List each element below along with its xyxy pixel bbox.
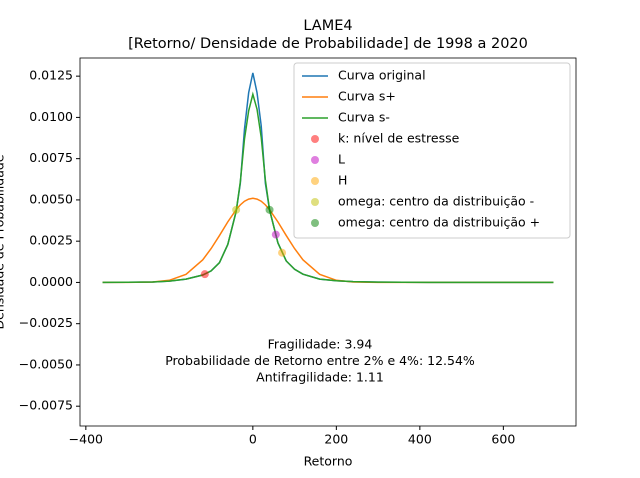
scatter-point	[265, 205, 274, 214]
annotation: Probabilidade de Retorno entre 2% e 4%: …	[165, 353, 475, 368]
legend-label: k: nível de estresse	[338, 131, 460, 146]
y-tick-label: 0.0100	[29, 109, 73, 124]
y-tick-label: −0.0075	[19, 398, 73, 413]
legend-marker	[311, 177, 319, 185]
x-tick-label: 0	[249, 432, 257, 447]
legend-marker	[311, 219, 319, 227]
legend-label: L	[338, 152, 345, 167]
annotation: Fragilidade: 3.94	[268, 337, 373, 352]
x-tick-label: 200	[324, 432, 348, 447]
legend-label: omega: centro da distribuição +	[338, 215, 540, 230]
y-tick-label: 0.0050	[29, 191, 73, 206]
y-axis-label: Densidade de Probabilidade	[0, 154, 7, 329]
y-tick-label: −0.0025	[19, 315, 73, 330]
legend-marker	[311, 135, 319, 143]
legend-label: Curva s-	[338, 110, 390, 125]
legend-label: H	[338, 173, 347, 188]
legend-marker	[311, 198, 319, 206]
scatter-point	[278, 248, 287, 257]
legend-label: Curva s+	[338, 89, 396, 104]
y-tick-label: 0.0025	[29, 233, 73, 248]
axes-frame	[79, 57, 577, 427]
scatter-point	[232, 205, 241, 214]
x-tick-label: −400	[69, 432, 103, 447]
chart-title: LAME4	[303, 18, 352, 34]
y-tick-label: 0.0000	[29, 274, 73, 289]
legend-marker	[311, 156, 319, 164]
x-axis-label: Retorno	[304, 454, 353, 469]
annotation: Antifragilidade: 1.11	[256, 370, 384, 385]
legend-label: Curva original	[338, 68, 426, 83]
x-tick-label: 400	[408, 432, 432, 447]
scatter-point	[271, 230, 280, 239]
legend-box	[293, 62, 571, 239]
scatter-point	[200, 270, 209, 279]
y-tick-label: 0.0075	[29, 150, 73, 165]
legend-label: omega: centro da distribuição -	[338, 194, 534, 209]
chart-subtitle: [Retorno/ Densidade de Probabilidade] de…	[128, 36, 528, 52]
y-tick-label: 0.0125	[29, 68, 73, 83]
y-tick-label: −0.0050	[19, 356, 73, 371]
x-tick-label: 600	[491, 432, 515, 447]
